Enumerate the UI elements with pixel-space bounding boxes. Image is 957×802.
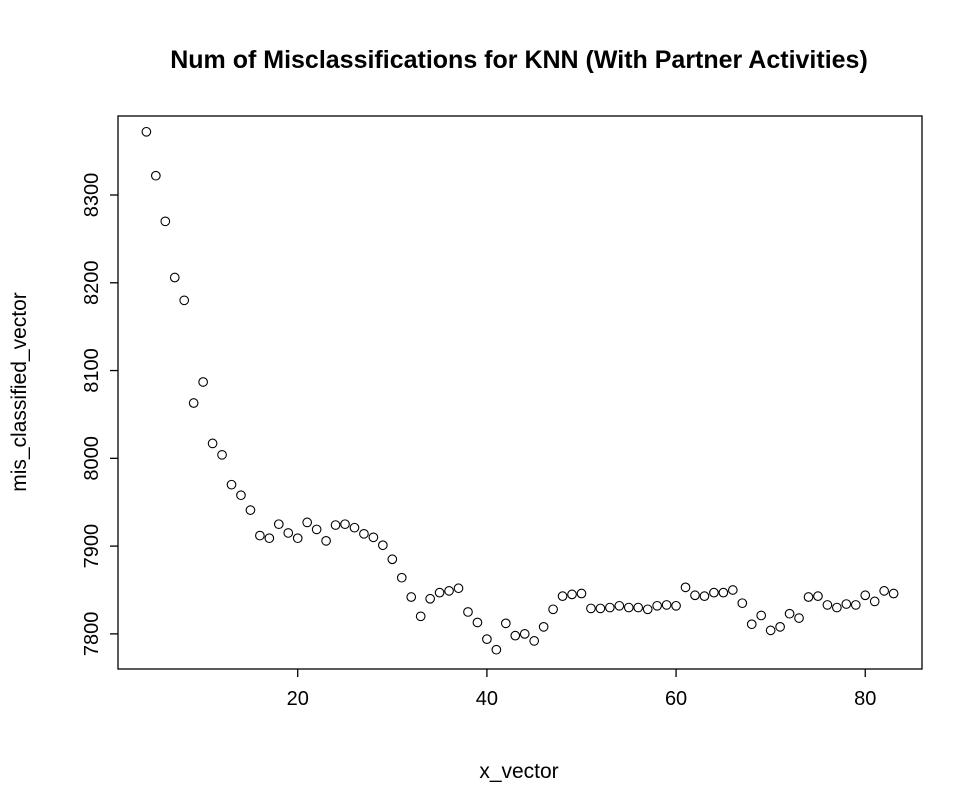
data-point (576, 588, 587, 599)
data-point (813, 591, 823, 601)
data-point (841, 599, 852, 609)
data-point (207, 438, 218, 449)
data-point (198, 377, 208, 387)
data-point (141, 126, 152, 137)
y-tick-label: 8100 (81, 348, 103, 393)
data-point (236, 490, 246, 501)
plot-frame (117, 115, 923, 670)
data-point (482, 634, 492, 645)
data-point (557, 591, 568, 601)
data-point (784, 608, 795, 619)
data-point (321, 535, 331, 546)
data-point (737, 598, 748, 609)
data-point (434, 587, 445, 598)
data-point (226, 479, 237, 490)
data-point (415, 611, 426, 622)
data-point (425, 593, 435, 604)
data-point (538, 622, 549, 632)
data-point (264, 533, 275, 544)
data-point (822, 600, 833, 610)
data-point (832, 602, 842, 613)
data-point (879, 586, 890, 596)
data-point (709, 587, 719, 598)
x-tick-label: 60 (665, 688, 687, 710)
data-point (340, 519, 350, 530)
data-point (727, 585, 738, 595)
x-tick-label: 40 (476, 688, 498, 710)
data-point (519, 629, 530, 639)
data-point (775, 622, 785, 632)
data-point (586, 603, 596, 614)
data-point (671, 600, 681, 611)
data-point (188, 398, 199, 408)
data-point (245, 505, 256, 515)
y-tick-label: 7900 (81, 524, 103, 569)
data-point (756, 610, 767, 621)
y-tick-label: 8200 (81, 261, 103, 306)
y-tick-label: 8300 (81, 173, 103, 218)
x-axis: 20 40 60 80 (287, 669, 876, 710)
data-point (548, 604, 558, 615)
data-point (387, 554, 398, 565)
data-point (472, 617, 483, 628)
data-point (860, 590, 871, 601)
x-axis-label: x_vector (479, 760, 558, 783)
data-point (652, 600, 663, 611)
data-point (595, 603, 606, 614)
data-point (349, 522, 360, 533)
data-point (160, 216, 171, 227)
data-point (330, 520, 341, 530)
data-point (680, 582, 691, 593)
data-point (273, 519, 284, 530)
data-point (500, 618, 511, 629)
data-point (746, 619, 757, 630)
data-point (444, 586, 454, 596)
data-point (359, 528, 369, 539)
data-point (614, 600, 625, 611)
data-point (718, 587, 729, 598)
data-point (690, 590, 700, 601)
data-point (377, 540, 388, 551)
data-point (869, 596, 880, 607)
data-point (888, 588, 899, 599)
data-point (302, 517, 313, 528)
x-tick-label: 80 (854, 688, 876, 710)
data-point (623, 602, 634, 613)
data-point (633, 602, 644, 613)
data-point (661, 600, 672, 610)
data-point (567, 589, 577, 600)
data-points (141, 126, 899, 655)
data-point (396, 572, 407, 583)
data-point (283, 528, 294, 538)
data-point (453, 583, 464, 594)
data-point (510, 630, 521, 641)
data-point (169, 272, 180, 283)
data-point (642, 604, 653, 615)
data-point (605, 602, 615, 613)
data-point (794, 613, 804, 623)
data-point (529, 636, 540, 646)
y-axis: 7800 7900 8000 8100 8200 8300 (81, 173, 118, 656)
data-point (311, 524, 322, 535)
data-point (803, 592, 814, 602)
y-axis-label: mis_classified_vector (8, 292, 31, 492)
y-tick-label: 8000 (81, 436, 103, 481)
x-tick-label: 20 (287, 688, 309, 710)
data-point (699, 591, 710, 601)
data-point (406, 592, 417, 602)
y-tick-label: 7800 (81, 612, 103, 657)
data-point (765, 625, 776, 636)
data-point (217, 449, 227, 460)
data-point (150, 170, 161, 181)
chart-title: Num of Misclassifications for KNN (With … (170, 46, 868, 74)
data-point (292, 533, 303, 544)
data-point (463, 607, 473, 617)
data-point (850, 600, 861, 610)
data-point (368, 532, 379, 543)
data-point (179, 295, 190, 306)
data-point (491, 644, 502, 655)
data-point (255, 530, 265, 541)
